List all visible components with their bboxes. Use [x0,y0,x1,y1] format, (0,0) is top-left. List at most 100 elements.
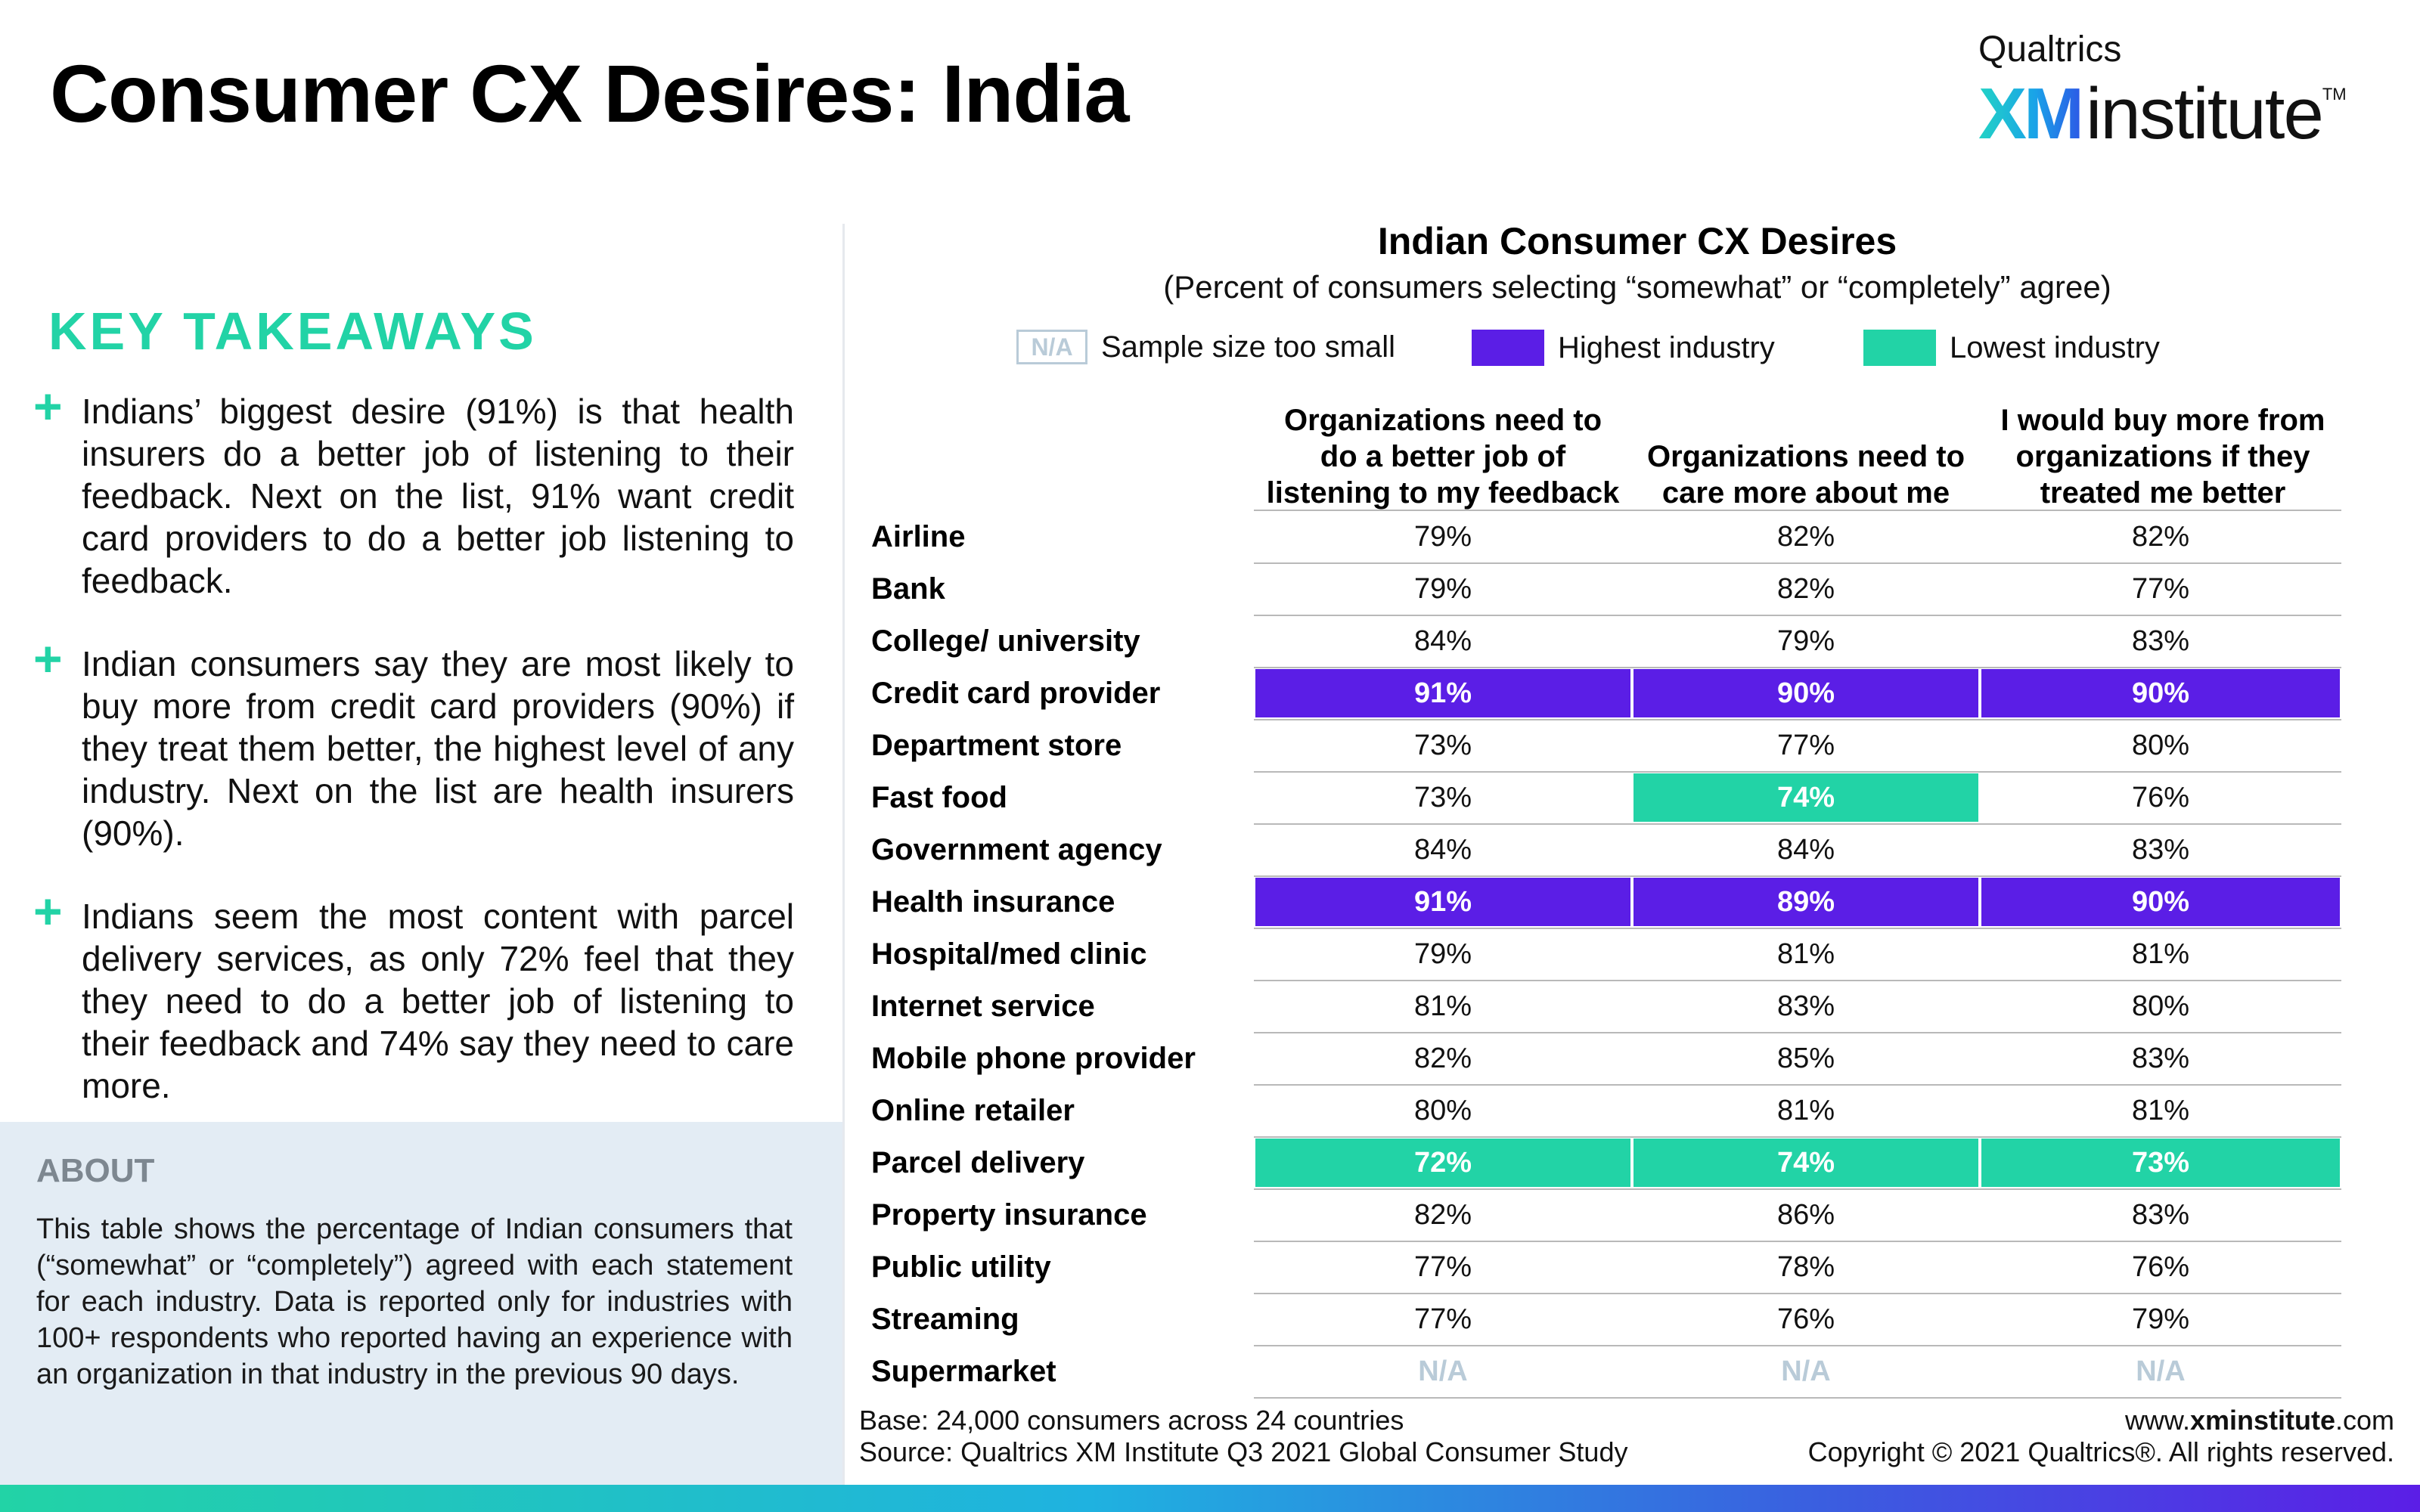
table-cell: 90% [1634,669,1978,717]
table-cell: 90% [1981,669,2340,717]
about-heading: ABOUT [36,1152,155,1189]
table-cell: 82% [1776,573,1835,605]
column-divider [842,224,845,1486]
table-cell: 76% [2131,1251,2190,1283]
table-cell: 79% [1413,938,1472,970]
row-label: Credit card provider [871,677,1161,710]
table-cell: N/A [1781,1356,1831,1387]
column-header-listening: Organizations need to do a better job of… [1266,404,1620,510]
logo-institute-text: institute [2086,73,2324,154]
row-label: Department store [871,729,1122,762]
row-label: Fast food [871,781,1007,814]
takeaway-item: + Indians seem the most content with par… [33,886,794,1107]
table-cell: 84% [1776,834,1835,866]
row-divider [1254,1032,2341,1033]
copyright-text: Copyright © 2021 Qualtrics®. All rights … [1807,1436,2394,1467]
website-link[interactable]: www.xminstitute.com [1808,1405,2394,1436]
row-label: Airline [871,520,966,553]
table-cell: 82% [1776,521,1835,553]
legend-highest-label: Highest industry [1558,330,1775,364]
table-cell: 79% [1413,521,1472,553]
row-divider [1254,1293,2341,1294]
base-note: Base: 24,000 consumers across 24 countri… [859,1405,1627,1468]
legend-lowest: Lowest industry [1863,330,2160,366]
url-domain: xminstitute [2189,1405,2335,1436]
table-cell: 84% [1413,625,1472,657]
row-label: Online retailer [871,1094,1075,1127]
table-cell: 89% [1634,878,1978,926]
table-cell: 81% [1776,1095,1835,1126]
table-title: Indian Consumer CX Desires [1377,220,1897,262]
table-cell: 81% [2131,938,2190,970]
table-cell: 77% [1413,1303,1472,1335]
table-cell: 81% [1413,990,1472,1022]
table-cell: 76% [1776,1303,1835,1335]
credits: www.xminstitute.com Copyright © 2021 Qua… [1808,1405,2394,1468]
row-divider [1254,1241,2341,1242]
row-label: College/ university [871,624,1140,658]
row-divider [1254,1084,2341,1086]
table-cell: 83% [1776,990,1835,1022]
takeaway-item: + Indians’ biggest desire (91%) is that … [33,381,794,602]
table-cell: 73% [1413,730,1472,761]
row-label: Parcel delivery [871,1146,1085,1179]
row-divider [1254,771,2341,773]
legend-lowest-label: Lowest industry [1950,330,2160,364]
table-cell: 83% [2131,625,2190,657]
table-cell: 78% [1776,1251,1835,1283]
key-takeaways-heading: KEY TAKEAWAYS [48,302,537,361]
legend-highest: Highest industry [1472,330,1775,366]
table-subtitle: (Percent of consumers selecting “somewha… [1163,269,2111,305]
logo-xm-text: XM [1978,73,2084,154]
row-divider [1254,562,2341,564]
table-cell: 81% [1776,938,1835,970]
table-cell: 73% [1981,1139,2340,1187]
row-divider [1254,1188,2341,1190]
row-divider [1254,875,2341,877]
table-cell: 80% [2131,990,2190,1022]
table-top-rule [1254,510,2341,511]
table-cell: 83% [2131,1043,2190,1074]
table-cell: 73% [1413,782,1472,813]
plus-icon: + [33,378,63,434]
url-prefix: www. [2124,1405,2190,1436]
table-cell: 81% [2131,1095,2190,1126]
table-cell: 74% [1634,1139,1978,1187]
table-cell: 77% [1776,730,1835,761]
row-label: Supermarket [871,1355,1056,1388]
table-cell: 91% [1255,669,1630,717]
table-cell: 82% [2131,521,2190,553]
row-divider [1254,823,2341,825]
row-divider [1254,615,2341,616]
row-label: Public utility [871,1250,1051,1284]
takeaway-text: Indians seem the most content with parce… [82,897,794,1105]
table-cell: 79% [2131,1303,2190,1335]
table-cell: 82% [1413,1043,1472,1074]
row-divider [1254,667,2341,668]
table-cell: 82% [1413,1199,1472,1231]
table-cell: 80% [1413,1095,1472,1126]
row-divider [1254,719,2341,720]
table-cell: 77% [2131,573,2190,605]
table-cell: 74% [1634,773,1978,822]
xm-institute-logo: Qualtrics XMinstituteTM [1978,29,2372,154]
takeaway-text: Indian consumers say they are most likel… [82,644,794,853]
table-cell: 72% [1255,1139,1630,1187]
about-panel: ABOUT This table shows the percentage of… [0,1122,842,1485]
table-cell: N/A [2136,1356,2186,1387]
row-label: Hospital/med clinic [871,937,1147,971]
table-cell: 77% [1413,1251,1472,1283]
table-cell: 80% [2131,730,2190,761]
row-divider [1254,1345,2341,1346]
row-label: Bank [871,572,945,606]
source-text: Source: Qualtrics XM Institute Q3 2021 G… [859,1436,1628,1467]
logo-trademark: TM [2322,85,2347,104]
logo-qualtrics-text: Qualtrics [1978,29,2122,70]
table-cell: N/A [1418,1356,1468,1387]
logo-wordmark: XMinstituteTM [1978,73,2347,156]
row-label: Mobile phone provider [871,1042,1196,1075]
table-cell: 79% [1776,625,1835,657]
page-title: Consumer CX Desires: India [50,48,1129,139]
column-header-buy-more: I would buy more from organizations if t… [2000,404,2325,510]
row-divider [1254,928,2341,929]
